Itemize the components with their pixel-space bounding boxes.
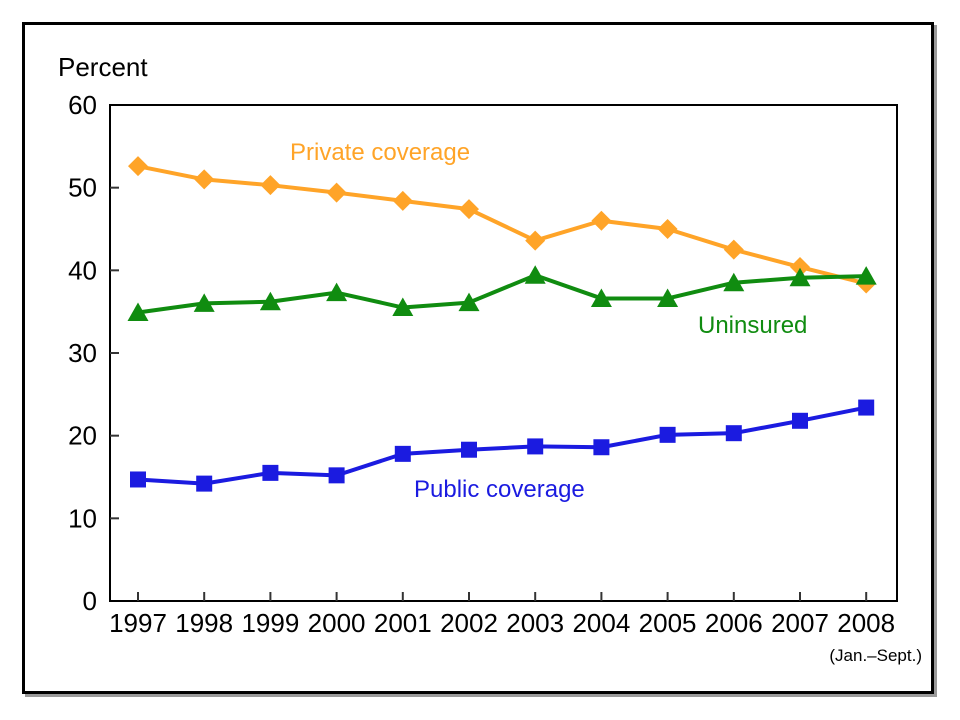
x-tick-label: 2002: [440, 608, 498, 638]
marker-square-public-coverage: [461, 441, 477, 458]
marker-diamond-private-coverage: [194, 169, 215, 190]
marker-diamond-private-coverage: [790, 257, 810, 278]
marker-triangle-uninsured: [259, 291, 281, 311]
y-tick-label: 30: [68, 338, 97, 368]
marker-triangle-uninsured: [193, 293, 215, 312]
marker-diamond-private-coverage: [326, 182, 347, 203]
marker-square-public-coverage: [593, 439, 610, 456]
x-tick-label: 2003: [506, 608, 564, 638]
series-label-public-coverage: Public coverage: [414, 476, 585, 503]
x-axis-note: (Jan.–Sept.): [829, 646, 922, 665]
y-tick-label: 20: [68, 421, 97, 451]
chart-frame: [22, 22, 934, 694]
marker-diamond-private-coverage: [459, 199, 479, 220]
marker-diamond-private-coverage: [657, 219, 678, 239]
marker-diamond-private-coverage: [525, 230, 546, 251]
x-tick-label: 2001: [374, 608, 432, 638]
marker-triangle-uninsured: [855, 266, 877, 285]
marker-triangle-uninsured: [458, 292, 480, 312]
marker-triangle-uninsured: [723, 272, 745, 292]
marker-triangle-uninsured: [127, 302, 149, 321]
marker-square-public-coverage: [659, 426, 676, 443]
marker-diamond-private-coverage: [392, 190, 413, 211]
y-tick-label: 50: [68, 173, 97, 203]
marker-diamond-private-coverage: [128, 156, 148, 177]
y-tick-label: 60: [68, 90, 97, 120]
x-tick-label: 1999: [241, 608, 299, 638]
series-line-private-coverage: [137, 164, 867, 286]
marker-square-public-coverage: [130, 471, 146, 488]
marker-triangle-uninsured: [326, 282, 348, 302]
marker-square-public-coverage: [527, 438, 544, 455]
marker-square-public-coverage: [262, 464, 279, 481]
y-tick-label: 40: [68, 255, 97, 285]
marker-square-public-coverage: [725, 425, 742, 442]
x-tick-label: 1997: [109, 608, 167, 638]
plot-area-border: [109, 104, 898, 602]
y-tick-label: 10: [68, 503, 97, 533]
marker-triangle-uninsured: [657, 288, 679, 307]
series-label-private-coverage: Private coverage: [290, 139, 470, 166]
marker-square-public-coverage: [792, 412, 808, 429]
marker-triangle-uninsured: [789, 267, 811, 287]
marker-square-public-coverage: [858, 399, 875, 416]
x-tick-label: 2007: [771, 608, 829, 638]
marker-diamond-private-coverage: [723, 239, 744, 260]
x-tick-label: 2005: [639, 608, 697, 638]
x-tick-label: 1998: [175, 608, 233, 638]
x-tick-label: 2004: [572, 608, 630, 638]
y-axis-title: Percent: [58, 52, 148, 82]
series-line-public-coverage: [137, 405, 867, 486]
marker-triangle-uninsured: [590, 288, 612, 307]
x-tick-label: 2000: [308, 608, 366, 638]
marker-triangle-uninsured: [392, 297, 414, 317]
marker-diamond-private-coverage: [591, 210, 612, 231]
series-label-uninsured: Uninsured: [698, 312, 807, 339]
marker-square-public-coverage: [394, 445, 411, 462]
series-line-uninsured: [137, 273, 867, 315]
y-tick-label: 0: [83, 586, 97, 616]
x-tick-label: 2006: [705, 608, 763, 638]
marker-square-public-coverage: [196, 475, 213, 492]
x-tick-label: 2008: [837, 608, 895, 638]
marker-diamond-private-coverage: [260, 175, 281, 196]
marker-square-public-coverage: [328, 467, 345, 484]
marker-triangle-uninsured: [524, 265, 546, 284]
